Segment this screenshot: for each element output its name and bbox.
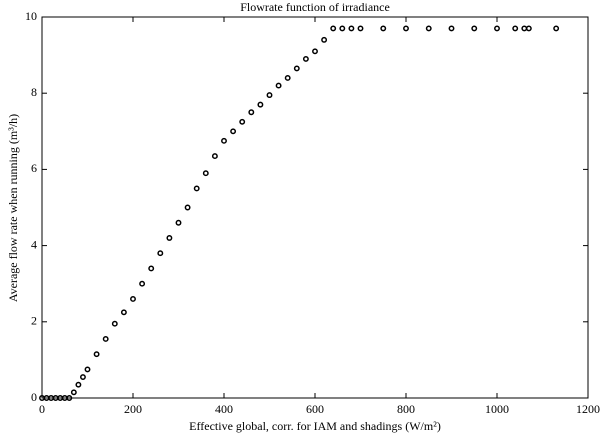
point [425, 25, 432, 32]
chart-title: Flowrate function of irradiance [240, 0, 390, 14]
y-tick-label: 2 [31, 314, 37, 328]
point [553, 25, 560, 32]
point [175, 219, 182, 226]
point [221, 137, 227, 144]
point [302, 55, 309, 62]
point [380, 25, 387, 32]
point [330, 25, 337, 32]
point [525, 25, 532, 32]
point [202, 170, 209, 177]
x-tick-label: 800 [397, 402, 415, 416]
x-tick-label: 600 [306, 402, 324, 416]
x-tick-label: 1000 [485, 402, 509, 416]
x-axis-label: Effective global, corr. for IAM and shad… [189, 419, 441, 433]
point [70, 389, 77, 396]
point [293, 65, 300, 72]
point [275, 82, 282, 89]
point [120, 309, 127, 316]
point [166, 235, 173, 241]
y-tick-label: 8 [31, 85, 37, 99]
point [494, 25, 500, 32]
point [75, 381, 82, 388]
point [257, 101, 264, 108]
point [157, 250, 164, 257]
point [339, 25, 346, 32]
x-tick-label: 400 [215, 402, 233, 416]
point [211, 153, 218, 160]
point [284, 75, 291, 81]
point [321, 36, 328, 43]
x-tick-label: 1200 [576, 402, 600, 416]
point [130, 295, 136, 302]
point [403, 25, 409, 32]
y-tick-label: 10 [25, 9, 37, 23]
point [66, 395, 73, 401]
point [193, 185, 200, 192]
point [184, 204, 191, 211]
point [148, 265, 155, 272]
point [239, 118, 246, 125]
point [139, 280, 146, 287]
point [230, 128, 237, 135]
y-axis-label: Average flow rate when running (m³/h) [6, 114, 20, 302]
x-tick-label: 0 [39, 402, 45, 416]
point [312, 48, 318, 55]
plot-frame [41, 16, 589, 399]
point [248, 109, 255, 116]
x-tick-label: 200 [124, 402, 142, 416]
point [357, 25, 364, 32]
point [102, 335, 109, 342]
point [512, 25, 519, 32]
point [93, 351, 100, 358]
y-tick-label: 0 [31, 390, 37, 404]
point [84, 366, 91, 373]
y-tick-label: 4 [31, 237, 37, 251]
point [448, 25, 455, 32]
point [521, 25, 528, 32]
point [348, 25, 355, 32]
point [111, 320, 118, 327]
point [80, 374, 86, 380]
point [471, 25, 478, 32]
point [266, 92, 273, 99]
y-tick-label: 6 [31, 161, 37, 175]
